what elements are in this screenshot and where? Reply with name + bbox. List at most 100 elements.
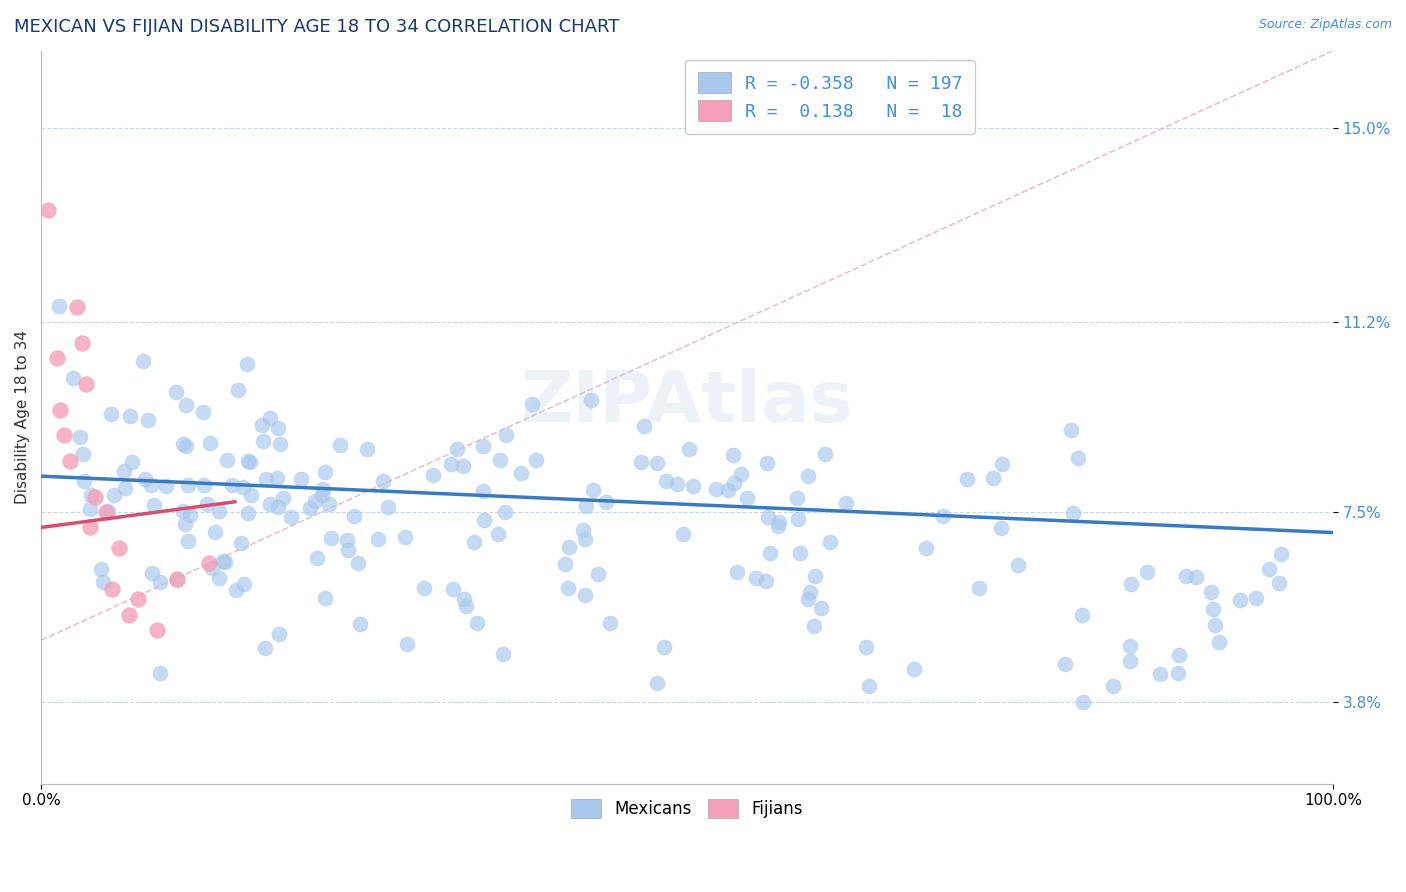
Point xyxy=(645,676,668,690)
Point xyxy=(471,439,494,453)
Point xyxy=(575,500,598,514)
Point xyxy=(75,376,97,391)
Point xyxy=(259,497,281,511)
Point xyxy=(97,504,120,518)
Point xyxy=(1136,565,1159,579)
Point xyxy=(121,455,143,469)
Point xyxy=(903,662,925,676)
Point xyxy=(1270,547,1292,561)
Point xyxy=(80,488,103,502)
Point xyxy=(165,385,187,400)
Point xyxy=(349,616,371,631)
Point xyxy=(198,435,221,450)
Point xyxy=(232,480,254,494)
Point xyxy=(347,556,370,570)
Point xyxy=(204,524,226,539)
Point xyxy=(336,543,359,558)
Point xyxy=(574,533,596,547)
Point xyxy=(114,481,136,495)
Point xyxy=(198,557,221,571)
Point xyxy=(48,299,70,313)
Point xyxy=(835,496,858,510)
Point xyxy=(789,546,811,560)
Point xyxy=(1167,665,1189,680)
Point xyxy=(991,457,1014,471)
Point xyxy=(49,402,72,417)
Point xyxy=(69,430,91,444)
Point xyxy=(236,454,259,468)
Point xyxy=(735,491,758,505)
Point xyxy=(53,428,76,442)
Point xyxy=(266,471,288,485)
Point xyxy=(100,408,122,422)
Point xyxy=(267,420,290,434)
Point xyxy=(1257,562,1279,576)
Point xyxy=(1054,657,1077,671)
Point xyxy=(666,477,689,491)
Point xyxy=(1119,639,1142,653)
Point xyxy=(472,484,495,499)
Point xyxy=(311,483,333,497)
Point xyxy=(212,553,235,567)
Point xyxy=(723,475,745,490)
Point xyxy=(225,583,247,598)
Point xyxy=(796,591,818,606)
Point xyxy=(174,516,197,531)
Point xyxy=(804,569,827,583)
Point xyxy=(236,358,259,372)
Point xyxy=(155,479,177,493)
Point xyxy=(786,491,808,506)
Point xyxy=(239,455,262,469)
Text: Source: ZipAtlas.com: Source: ZipAtlas.com xyxy=(1258,18,1392,31)
Point xyxy=(1184,570,1206,584)
Point xyxy=(311,488,333,502)
Point xyxy=(132,353,155,368)
Point xyxy=(141,566,163,581)
Point xyxy=(367,533,389,547)
Point xyxy=(319,531,342,545)
Point xyxy=(820,535,842,549)
Point xyxy=(730,467,752,481)
Point xyxy=(91,575,114,590)
Point xyxy=(79,520,101,534)
Point xyxy=(139,477,162,491)
Point xyxy=(73,475,96,489)
Y-axis label: Disability Age 18 to 34: Disability Age 18 to 34 xyxy=(15,330,30,504)
Point xyxy=(271,491,294,505)
Point xyxy=(554,557,576,571)
Point xyxy=(725,566,748,580)
Point xyxy=(356,442,378,456)
Point xyxy=(304,493,326,508)
Point xyxy=(252,434,274,448)
Point xyxy=(787,512,810,526)
Point xyxy=(524,453,547,467)
Point xyxy=(172,503,194,517)
Point xyxy=(37,202,59,217)
Point xyxy=(759,546,782,560)
Point xyxy=(1229,592,1251,607)
Point xyxy=(72,335,94,350)
Point xyxy=(855,640,877,654)
Point xyxy=(146,623,169,637)
Legend: Mexicans, Fijians: Mexicans, Fijians xyxy=(562,791,811,827)
Point xyxy=(62,370,84,384)
Point xyxy=(588,567,610,582)
Point xyxy=(179,508,201,522)
Point xyxy=(172,437,194,451)
Point xyxy=(1071,695,1094,709)
Point xyxy=(454,599,477,613)
Point xyxy=(717,483,740,497)
Point xyxy=(250,418,273,433)
Point xyxy=(446,442,468,457)
Point xyxy=(177,478,200,492)
Point xyxy=(229,536,252,550)
Point xyxy=(176,533,198,548)
Point xyxy=(1071,607,1094,622)
Point xyxy=(1199,585,1222,599)
Point xyxy=(103,488,125,502)
Point xyxy=(721,448,744,462)
Point xyxy=(451,459,474,474)
Point xyxy=(58,454,80,468)
Point xyxy=(453,592,475,607)
Point xyxy=(149,666,172,681)
